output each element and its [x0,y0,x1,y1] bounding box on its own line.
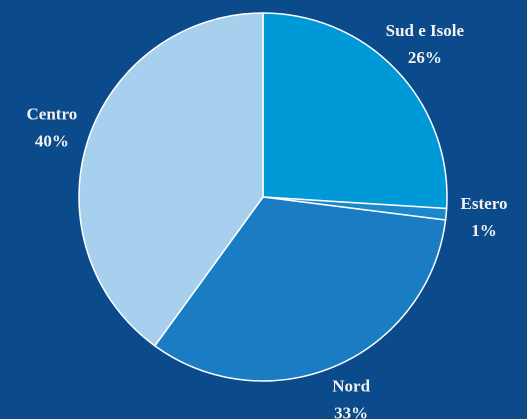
slice-value-label: 33% [334,404,368,419]
slice-value-label: 1% [471,221,497,240]
slice-value-label: 26% [408,48,442,67]
slice-label: Nord [332,377,370,396]
slice-label: Sud e Isole [386,21,465,40]
pie-slice [78,12,264,347]
slice-value-label: 40% [35,131,69,150]
pie-slice [153,196,447,382]
pie-slice [262,12,448,210]
slice-label: Estero [461,194,508,213]
slice-label: Centro [27,104,78,123]
